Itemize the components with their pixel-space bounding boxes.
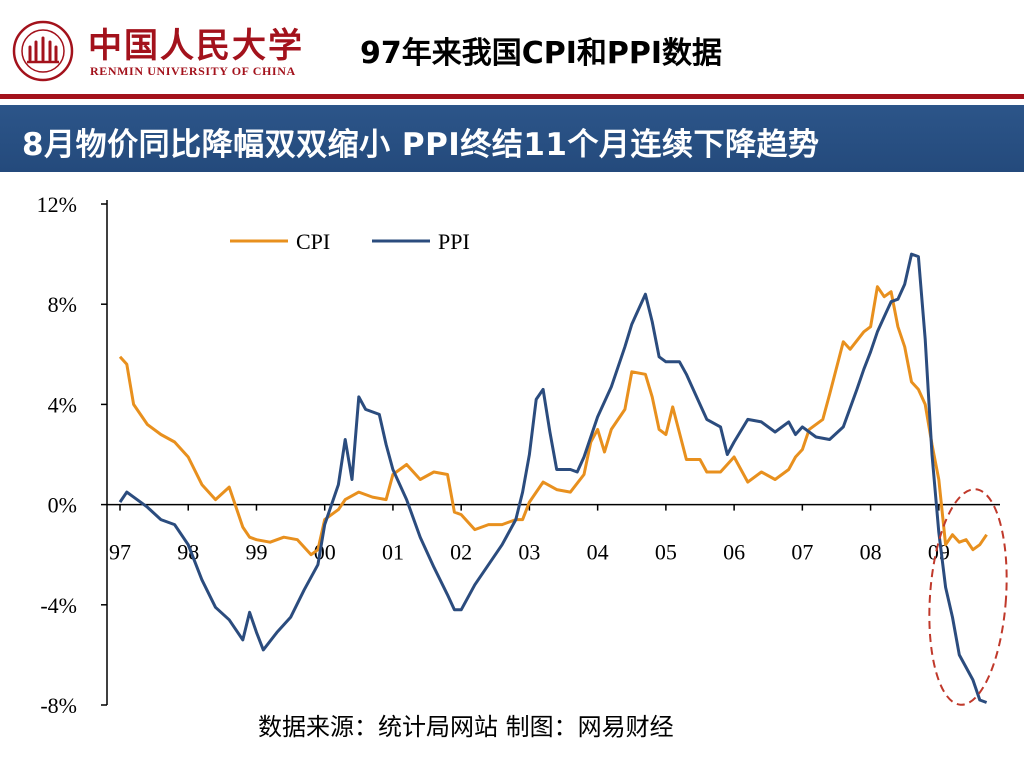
series-lines [118, 252, 988, 704]
highlight-ellipse [928, 488, 1008, 706]
x-tick-label: 07 [791, 540, 813, 565]
university-seal-icon [12, 20, 74, 82]
logo-chinese-name: 中国人民大学 [88, 26, 304, 66]
headline-banner: 8月物价同比降幅双双缩小 PPI终结11个月连续下降趋势 [0, 105, 1024, 172]
axes: 12%8%4%0%-4%-8%97 98 99 00 01 02 03 04 05 06 07 08 0… [37, 192, 1000, 718]
cpi-ppi-line-chart: 12%8%4%0%-4%-8%97 98 99 00 01 02 03 04 05 06 07 08 0… [37, 192, 1008, 741]
x-tick-label: 03 [518, 540, 540, 565]
x-tick-label: 09 [928, 540, 950, 565]
header: 中国人民大学 RENMIN UNIVERSITY OF CHINA 97年来我国… [0, 0, 1024, 92]
x-tick-label: 04 [587, 540, 609, 565]
university-logo: 中国人民大学 RENMIN UNIVERSITY OF CHINA [10, 14, 310, 84]
x-tick-label: 99 [245, 540, 267, 565]
data-source-label: 数据来源：统计局网站 制图：网易财经 [258, 713, 674, 741]
header-divider [0, 94, 1024, 99]
annotation [928, 488, 1008, 706]
series-line-ppi [118, 252, 988, 704]
y-tick-label: -4% [40, 593, 77, 618]
x-tick-label: 06 [723, 540, 745, 565]
x-tick-label: 05 [655, 540, 677, 565]
headline-text: 8月物价同比降幅双双缩小 PPI终结11个月连续下降趋势 [22, 127, 820, 163]
logo-english-name: RENMIN UNIVERSITY OF CHINA [90, 64, 296, 78]
legend-label-cpi: CPI [296, 229, 330, 254]
x-tick-label: 97 [109, 540, 131, 565]
series-line-cpi [118, 285, 988, 557]
chart-legend: CPI PPI [230, 229, 470, 254]
y-tick-label: 4% [48, 392, 77, 417]
x-tick-label: 02 [450, 540, 472, 565]
page-title: 97年来我国CPI和PPI数据 [360, 36, 723, 71]
y-tick-label: -8% [40, 693, 77, 718]
x-tick-label: 01 [382, 540, 404, 565]
y-tick-label: 12% [37, 192, 77, 217]
y-tick-label: 0% [48, 493, 77, 518]
x-tick-label: 08 [860, 540, 882, 565]
legend-label-ppi: PPI [438, 229, 470, 254]
y-tick-label: 8% [48, 292, 77, 317]
